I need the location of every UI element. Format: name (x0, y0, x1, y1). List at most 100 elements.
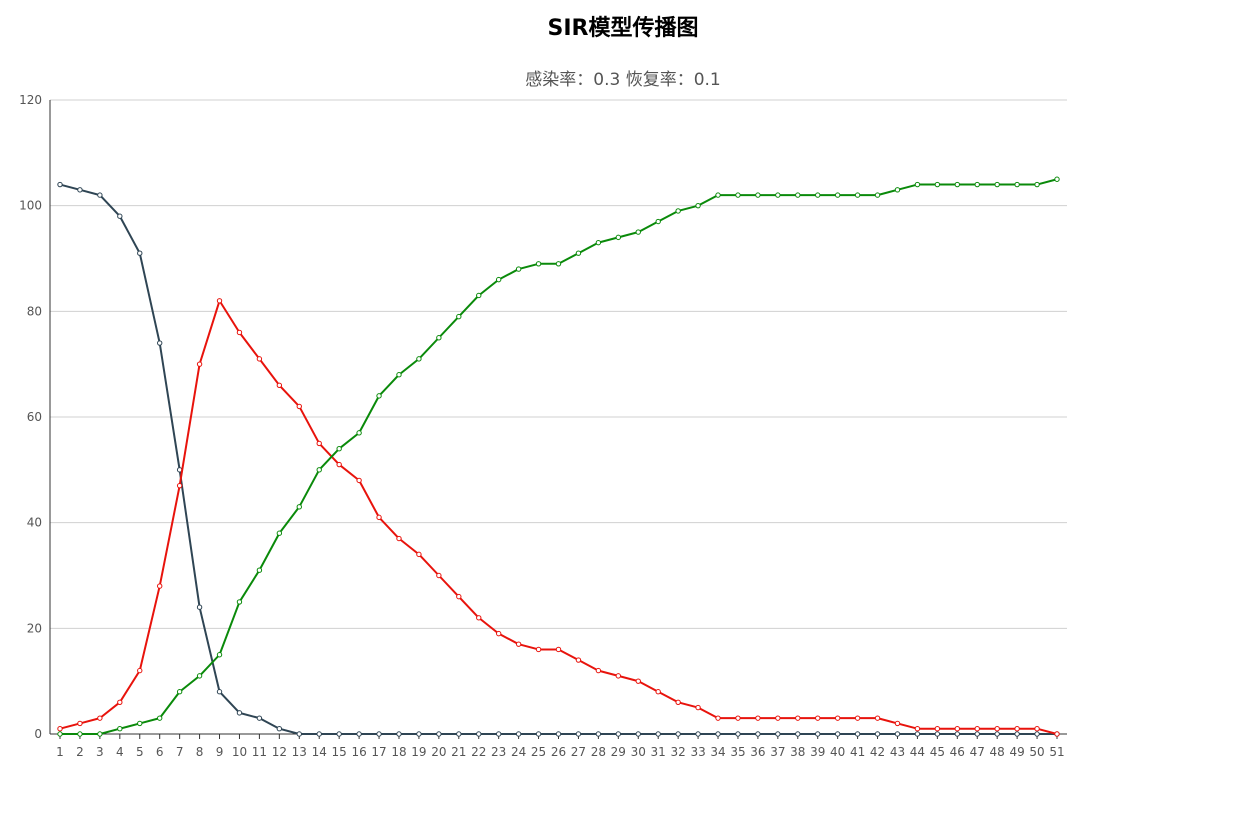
data-point[interactable] (874, 731, 881, 737)
data-point[interactable] (216, 689, 223, 695)
data-point[interactable] (77, 187, 83, 193)
data-point[interactable] (1034, 181, 1040, 188)
data-point[interactable] (1014, 731, 1020, 737)
data-point[interactable] (515, 731, 522, 737)
data-point[interactable] (137, 250, 143, 256)
data-point[interactable] (356, 731, 362, 737)
data-point[interactable] (1034, 731, 1040, 737)
data-point[interactable] (256, 567, 263, 573)
data-point[interactable] (476, 731, 482, 737)
data-point[interactable] (157, 715, 163, 721)
data-point[interactable] (854, 192, 861, 198)
data-point[interactable] (1014, 726, 1020, 732)
data-point[interactable] (795, 192, 801, 198)
data-point[interactable] (775, 192, 781, 198)
data-point[interactable] (495, 630, 502, 637)
data-point[interactable] (795, 731, 801, 737)
data-point[interactable] (535, 646, 542, 653)
data-point[interactable] (954, 181, 960, 188)
data-point[interactable] (675, 208, 681, 214)
data-point[interactable] (196, 361, 203, 367)
data-point[interactable] (236, 329, 243, 336)
data-point[interactable] (1054, 731, 1060, 737)
data-point[interactable] (1014, 181, 1020, 188)
data-point[interactable] (735, 192, 741, 198)
data-point[interactable] (77, 720, 83, 727)
data-point[interactable] (635, 678, 641, 684)
data-point[interactable] (655, 731, 661, 737)
data-point[interactable] (57, 181, 63, 188)
data-point[interactable] (216, 652, 223, 658)
data-point[interactable] (974, 181, 980, 188)
data-point[interactable] (456, 313, 462, 320)
data-point[interactable] (117, 726, 123, 732)
data-point[interactable] (436, 572, 442, 579)
data-point[interactable] (555, 261, 562, 267)
data-point[interactable] (276, 726, 283, 732)
data-point[interactable] (356, 430, 362, 436)
data-point[interactable] (755, 192, 761, 198)
data-point[interactable] (376, 393, 382, 399)
data-point[interactable] (615, 731, 622, 737)
data-point[interactable] (296, 731, 302, 737)
data-point[interactable] (555, 731, 562, 737)
data-point[interactable] (276, 530, 283, 536)
data-point[interactable] (495, 276, 502, 283)
data-point[interactable] (416, 356, 422, 362)
data-point[interactable] (735, 715, 741, 721)
data-point[interactable] (695, 704, 701, 711)
data-point[interactable] (795, 715, 801, 721)
data-point[interactable] (555, 646, 562, 653)
data-point[interactable] (176, 689, 183, 695)
data-point[interactable] (256, 356, 263, 362)
data-point[interactable] (1034, 726, 1040, 732)
data-point[interactable] (575, 731, 582, 737)
data-point[interactable] (316, 467, 322, 473)
data-point[interactable] (296, 403, 302, 410)
data-point[interactable] (914, 181, 921, 188)
data-point[interactable] (77, 731, 83, 737)
data-point[interactable] (117, 699, 123, 705)
data-point[interactable] (735, 731, 741, 737)
data-point[interactable] (376, 731, 382, 737)
data-point[interactable] (934, 731, 941, 737)
data-point[interactable] (416, 731, 422, 737)
data-point[interactable] (336, 731, 342, 737)
data-point[interactable] (595, 731, 602, 737)
data-point[interactable] (655, 218, 661, 225)
data-point[interactable] (834, 731, 841, 737)
data-point[interactable] (854, 715, 861, 721)
data-point[interactable] (1054, 176, 1060, 182)
data-point[interactable] (57, 731, 63, 737)
data-point[interactable] (775, 731, 781, 737)
data-point[interactable] (575, 250, 582, 256)
data-point[interactable] (97, 192, 103, 198)
data-point[interactable] (934, 181, 941, 188)
data-point[interactable] (137, 667, 143, 674)
data-point[interactable] (57, 726, 63, 732)
data-point[interactable] (755, 731, 761, 737)
data-point[interactable] (595, 667, 602, 674)
data-point[interactable] (515, 641, 522, 647)
data-point[interactable] (495, 731, 502, 737)
data-point[interactable] (974, 731, 980, 737)
data-point[interactable] (874, 715, 881, 721)
data-point[interactable] (436, 731, 442, 737)
data-point[interactable] (675, 699, 681, 705)
data-point[interactable] (834, 192, 841, 198)
data-point[interactable] (396, 731, 402, 737)
data-point[interactable] (775, 715, 781, 721)
data-point[interactable] (396, 535, 402, 542)
data-point[interactable] (157, 340, 163, 346)
data-point[interactable] (874, 192, 881, 198)
data-point[interactable] (535, 261, 542, 267)
data-point[interactable] (635, 229, 641, 235)
data-point[interactable] (396, 372, 402, 378)
data-point[interactable] (914, 731, 921, 737)
data-point[interactable] (196, 604, 203, 610)
data-point[interactable] (695, 731, 701, 737)
data-point[interactable] (256, 715, 263, 721)
data-point[interactable] (456, 593, 462, 600)
data-point[interactable] (815, 715, 821, 721)
data-point[interactable] (196, 673, 203, 679)
